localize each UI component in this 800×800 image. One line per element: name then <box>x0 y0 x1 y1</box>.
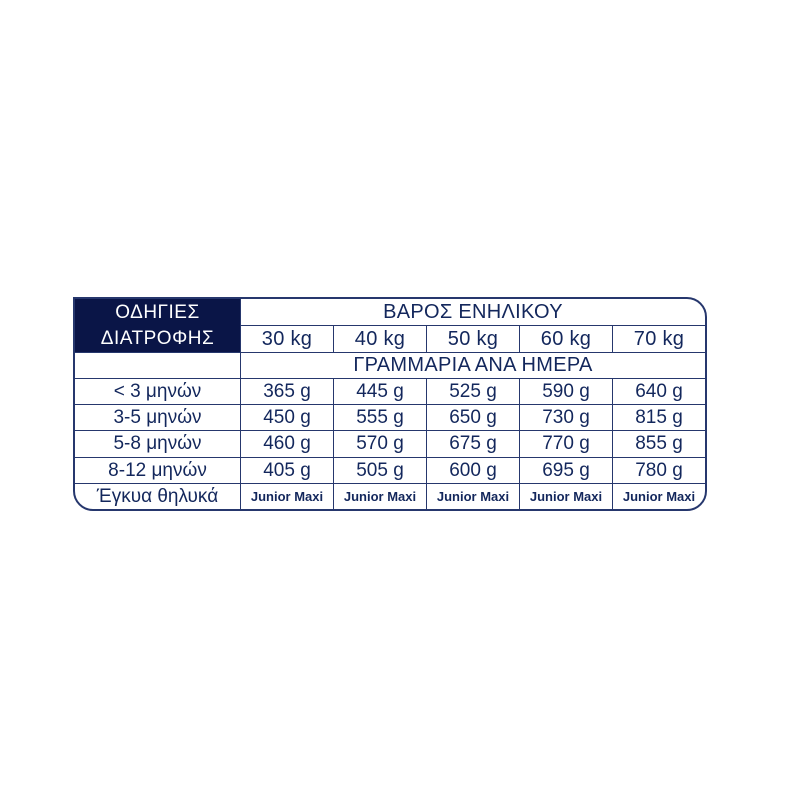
value-cell: 815 g <box>612 404 705 431</box>
row-label-8-12-months: 8-12 μηνών <box>75 456 240 483</box>
row-label-under-3-months: < 3 μηνών <box>75 377 240 404</box>
feeding-instructions-line1: ΟΔΗΓΙΕΣ <box>115 301 200 323</box>
value-cell: 365 g <box>240 377 333 404</box>
value-cell: 445 g <box>333 377 426 404</box>
value-cell: 525 g <box>426 377 519 404</box>
value-cell: Junior Maxi <box>519 482 612 509</box>
adult-weight-header: ΒΑΡΟΣ ΕΝΗΛΙΚΟΥ <box>240 299 705 326</box>
value-cell: Junior Maxi <box>240 482 333 509</box>
value-cell: 695 g <box>519 456 612 483</box>
value-cell: Junior Maxi <box>612 482 705 509</box>
grams-per-day-header: ΓΡΑΜΜΑΡΙΑ ΑΝΑ ΗΜΕΡΑ <box>240 351 705 378</box>
weight-column-50kg: 50 kg <box>426 325 519 352</box>
feeding-instructions-header: ΟΔΗΓΙΕΣ ΔΙΑΤΡΟΦΗΣ <box>75 299 240 352</box>
row-label-5-8-months: 5-8 μηνών <box>75 430 240 456</box>
value-cell: 650 g <box>426 404 519 431</box>
value-cell: Junior Maxi <box>333 482 426 509</box>
feeding-instructions-line2: ΔΙΑΤΡΟΦΗΣ <box>100 327 215 349</box>
value-cell: 570 g <box>333 430 426 457</box>
feeding-guide-table: ΟΔΗΓΙΕΣ ΔΙΑΤΡΟΦΗΣ ΒΑΡΟΣ ΕΝΗΛΙΚΟΥ 30 kg 4… <box>73 297 707 511</box>
weight-column-40kg: 40 kg <box>333 325 426 352</box>
row-label-pregnant-females: Έγκυα θηλυκά <box>75 482 240 509</box>
weight-column-30kg: 30 kg <box>240 325 333 352</box>
value-cell: 460 g <box>240 430 333 457</box>
weight-column-60kg: 60 kg <box>519 325 612 352</box>
value-cell: 600 g <box>426 456 519 483</box>
row-label-3-5-months: 3-5 μηνών <box>75 404 240 430</box>
value-cell: 780 g <box>612 456 705 483</box>
value-cell: 555 g <box>333 404 426 431</box>
empty-cell <box>75 351 240 378</box>
value-cell: 675 g <box>426 430 519 457</box>
weight-column-70kg: 70 kg <box>612 325 705 352</box>
value-cell: 640 g <box>612 377 705 404</box>
value-cell: 730 g <box>519 404 612 431</box>
value-cell: 505 g <box>333 456 426 483</box>
value-cell: 855 g <box>612 430 705 457</box>
value-cell: 590 g <box>519 377 612 404</box>
value-cell: 770 g <box>519 430 612 457</box>
value-cell: 405 g <box>240 456 333 483</box>
value-cell: Junior Maxi <box>426 482 519 509</box>
value-cell: 450 g <box>240 404 333 431</box>
